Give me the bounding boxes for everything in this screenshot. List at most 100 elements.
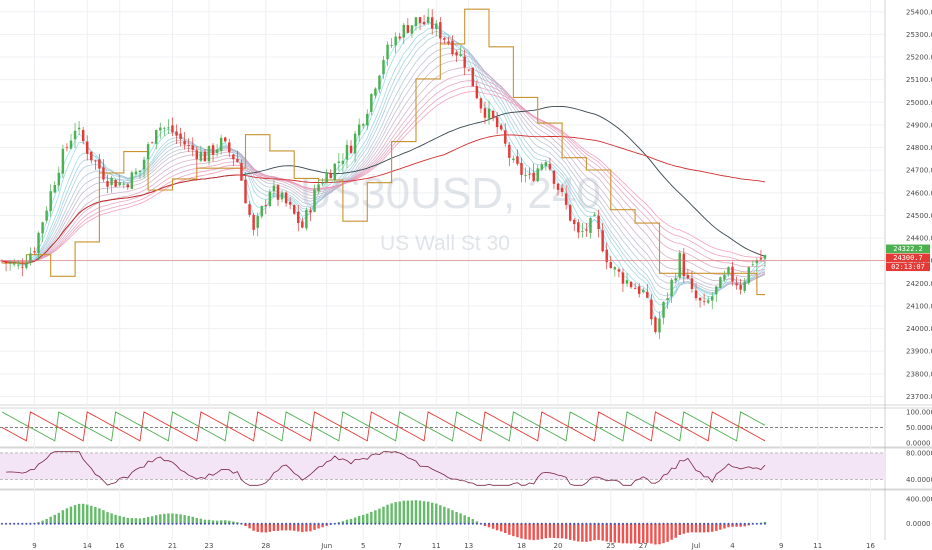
oscillator-bar (232, 521, 235, 524)
candle-up (256, 216, 259, 228)
candle-up (715, 286, 718, 295)
candle-down (106, 181, 109, 187)
oscillator-zero-dot (122, 522, 125, 525)
oscillator-zero-dot (565, 522, 568, 525)
candle-up (589, 218, 592, 233)
candle-up (199, 151, 203, 161)
oscillator-bar (536, 523, 539, 540)
candle-up (378, 75, 381, 90)
oscillator-bar (386, 504, 389, 524)
candle-up (540, 164, 543, 170)
candle-down (264, 205, 268, 206)
rsi-indicator-pane[interactable] (0, 451, 885, 486)
oscillator-zero-dot (203, 522, 206, 525)
oscillator-zero-dot (703, 522, 706, 525)
oscillator-indicator-pane[interactable] (0, 500, 767, 545)
oscillator-zero-dot (293, 522, 296, 525)
oscillator-zero-dot (65, 522, 68, 525)
candle-down (203, 151, 207, 162)
oscillator-bar (520, 523, 523, 539)
oscillator-zero-dot (390, 522, 393, 525)
candle-up (719, 277, 722, 288)
oscillator-zero-dot (552, 522, 555, 525)
moving-average-ribbon-line (1, 73, 766, 273)
time-axis-tick-label: Jun (320, 542, 332, 550)
oscillator-zero-dot (528, 522, 531, 525)
candle-up (313, 189, 316, 212)
oscillator-zero-dot (747, 522, 750, 525)
sawtooth-line-green (1, 411, 766, 442)
price-tag-label: 02:13:07 (891, 263, 925, 271)
oscillator-bar (739, 523, 742, 527)
oscillator-zero-dot (220, 522, 223, 525)
candle-down (609, 262, 612, 268)
oscillator-bar (301, 523, 304, 533)
sawtooth-indicator-pane[interactable] (0, 411, 885, 442)
candle-up (41, 222, 44, 234)
oscillator-bar (187, 515, 190, 524)
candle-down (90, 151, 93, 161)
oscillator-zero-dot (370, 522, 373, 525)
oscillator-zero-dot (617, 522, 620, 525)
price-axis[interactable]: 23700.0 23800.0 23900.0 24000.0 24100.0 24200… (906, 8, 932, 528)
oscillator-zero-dot (297, 522, 300, 525)
candle-down (455, 52, 458, 56)
oscillator-bar (73, 505, 77, 524)
oscillator-zero-dot (609, 522, 612, 525)
oscillator-zero-dot (585, 522, 588, 525)
candle-up (138, 170, 142, 173)
candle-down (532, 172, 535, 181)
oscillator-bar (252, 523, 255, 531)
candle-up (215, 149, 219, 153)
oscillator-bar (658, 523, 661, 545)
candle-down (463, 56, 466, 68)
candle-down (81, 129, 85, 142)
oscillator-zero-dot (175, 522, 178, 525)
oscillator-zero-dot (593, 522, 596, 525)
oscillator-bar (195, 517, 199, 524)
candle-up (487, 108, 491, 119)
oscillator-bar (288, 523, 292, 531)
oscillator-zero-dot (317, 522, 320, 525)
oscillator-zero-dot (114, 522, 117, 525)
price-pane[interactable] (0, 8, 885, 340)
oscillator-zero-dot (471, 522, 474, 525)
oscillator-zero-dot (398, 522, 401, 525)
price-axis-tick-label: 23900.0 (906, 348, 932, 356)
candle-up (755, 260, 759, 264)
oscillator-bar (114, 514, 117, 524)
oscillator-zero-dot (25, 522, 28, 525)
oscillator-zero-dot (743, 522, 746, 525)
oscillator-zero-dot (45, 522, 48, 525)
oscillator-bar (483, 523, 487, 527)
time-axis[interactable]: 9 14 16 21 23 28 Jun 5 7 11 13 18 20 25 27 Jul 4 9 11 16 (32, 542, 875, 550)
candle-up (219, 137, 223, 151)
oscillator-zero-dot (244, 522, 247, 525)
oscillator-bar (504, 523, 507, 534)
time-axis-tick-label: 7 (397, 542, 401, 550)
oscillator-bar (264, 523, 268, 533)
trailing-stop-line (2, 8, 765, 296)
oscillator-zero-dot (723, 522, 726, 525)
oscillator-zero-dot (130, 522, 133, 525)
oscillator-zero-dot (569, 522, 572, 525)
candle-down (187, 145, 190, 146)
oscillator-zero-dot (577, 522, 580, 525)
oscillator-zero-dot (252, 522, 255, 525)
time-axis-tick-label: 28 (261, 542, 270, 550)
candle-up (747, 267, 750, 284)
price-axis-tick-label: 24500.0 (906, 212, 932, 220)
candle-down (309, 210, 312, 213)
candle-up (353, 133, 357, 154)
candle-down (179, 133, 182, 139)
oscillator-bar (244, 523, 247, 527)
oscillator-bar (698, 523, 702, 533)
moving-average-ribbon-line (1, 86, 766, 263)
oscillator-bar (524, 523, 527, 540)
oscillator-bar (146, 517, 150, 524)
oscillator-bar (678, 523, 681, 535)
oscillator-zero-dot (621, 522, 624, 525)
price-axis-tick-label: 24600.0 (906, 189, 932, 197)
oscillator-bar (467, 516, 470, 524)
